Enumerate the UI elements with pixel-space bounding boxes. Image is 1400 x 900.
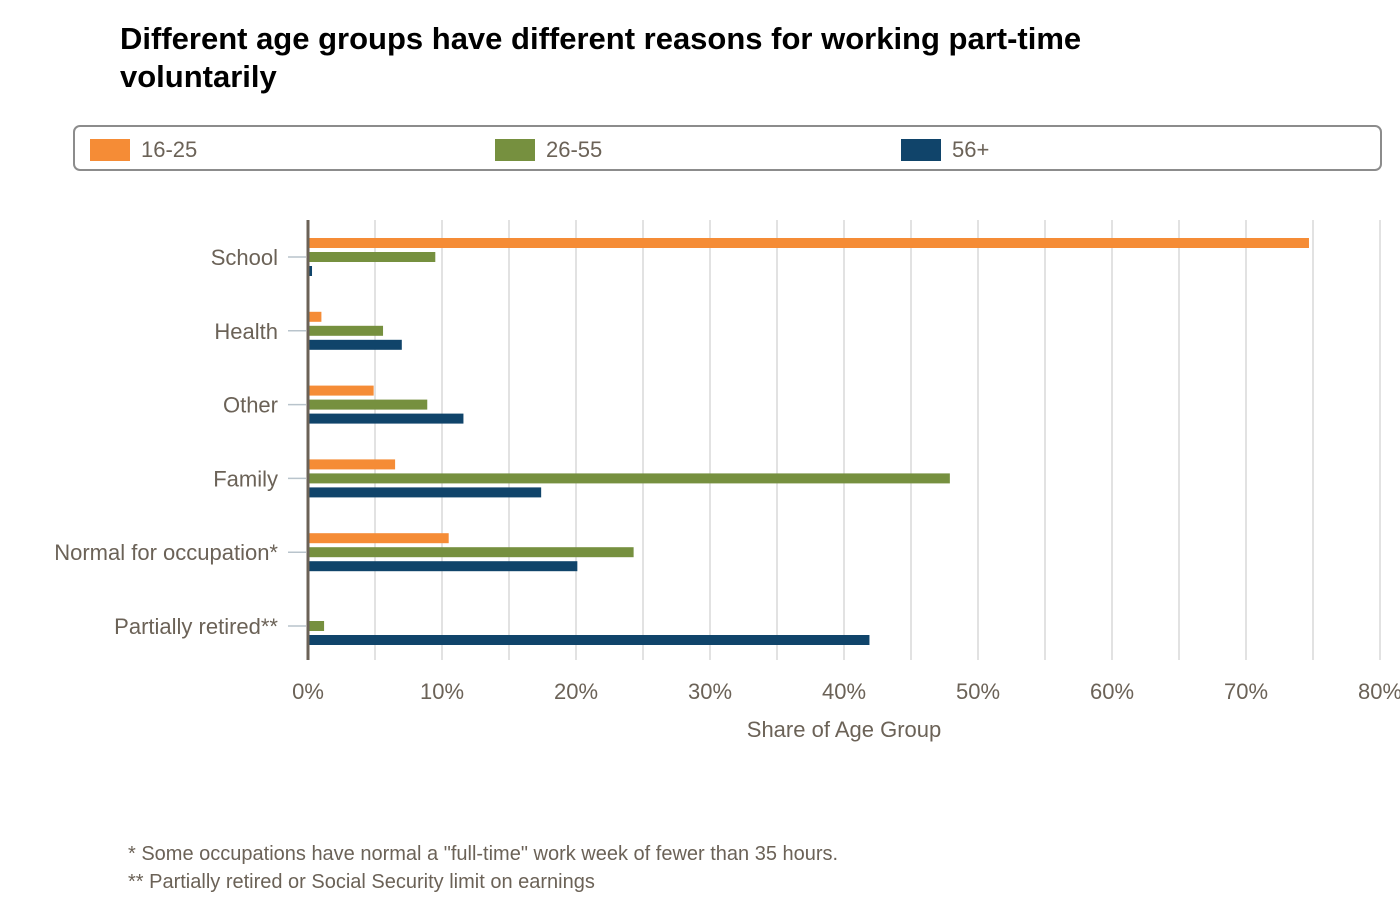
category-label: Family [213,466,278,491]
bar-chart: School Health Other Family Normal for occupa… [54,220,1400,742]
chart-title: Different age groups have different reas… [120,21,1082,94]
bar-26-55 [308,621,325,631]
legend: 16-25 26-55 56+ [73,125,1382,171]
category-label: Other [223,393,278,418]
bar-16-25 [308,311,322,322]
x-tick-label: 80% [1358,679,1400,704]
legend-label-56plus: 56+ [952,137,990,162]
bar-16-25 [308,385,374,396]
bar-16-25 [308,533,449,544]
category-label: School [211,245,278,270]
bar-56plus [308,266,313,276]
category-label: Partially retired** [114,614,278,639]
footnote-occupation: * Some occupations have normal a "full-t… [128,843,839,865]
category-label: Normal for occupation* [54,540,278,565]
legend-item-56plus[interactable]: 56+ [901,127,989,173]
bar-26-55 [308,547,634,558]
footnotes: * Some occupations have normal a "full-t… [128,840,838,896]
x-tick-label: 40% [822,679,866,704]
bar-56plus [308,413,464,424]
bar-26-55 [308,399,428,410]
bar-16-25 [308,238,1309,248]
legend-item-26-55[interactable]: 26-55 [495,127,602,173]
legend-swatch-26-55 [495,139,535,161]
x-axis-title: Share of Age Group [747,717,941,742]
bar-26-55 [308,325,384,336]
bar-56plus [308,487,542,498]
x-tick-label: 60% [1090,679,1134,704]
legend-swatch-16-25 [90,139,130,161]
bar-26-55 [308,473,950,484]
x-tick-label: 30% [688,679,732,704]
x-tick-label: 20% [554,679,598,704]
legend-label-16-25: 16-25 [141,137,198,162]
bar-56plus [308,339,402,350]
legend-swatch-56plus [901,139,941,161]
legend-label-26-55: 26-55 [546,137,603,162]
x-tick-label: 70% [1224,679,1268,704]
x-tick-label: 50% [956,679,1000,704]
bar-56plus [308,635,870,645]
x-tick-label: 0% [292,679,324,704]
category-label: Health [214,319,278,344]
bar-16-25 [308,459,396,470]
bar-56plus [308,561,578,572]
x-tick-label: 10% [420,679,464,704]
bar-26-55 [308,252,436,262]
footnote-retired: ** Partially retired or Social Security … [128,871,595,893]
legend-item-16-25[interactable]: 16-25 [90,127,197,173]
